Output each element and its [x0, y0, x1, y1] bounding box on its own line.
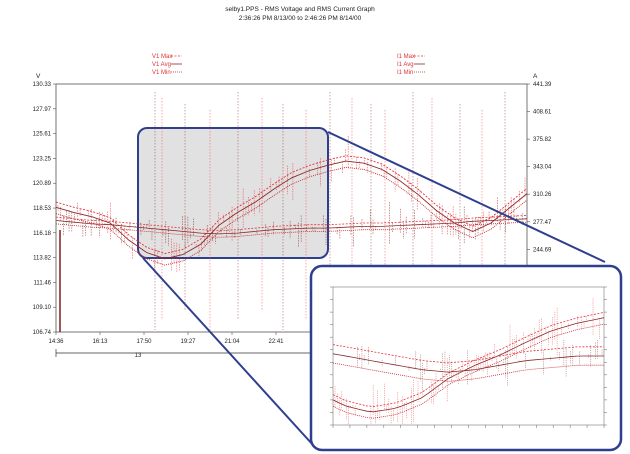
zoom-inset-plot-area [332, 286, 605, 426]
legend-item-v1-min: V1 Min [152, 70, 171, 76]
inset-series-line-i1-min [332, 362, 604, 382]
zoom-inset-series [332, 312, 605, 419]
y-right-tick-labels: 441.39 408.61 375.82 343.04 310.26 277.47 244.… [527, 82, 552, 281]
y-right-tick-label: 408.61 [533, 110, 552, 116]
y-left-tick-label: 127.97 [33, 107, 52, 113]
y-left-tick-label: 125.61 [33, 132, 52, 138]
series-line-v1-avg [55, 160, 528, 260]
chart-subtitle: 2:36:26 PM 8/13/00 to 2:46:26 PM 8/14/00 [239, 15, 362, 22]
zoom-selection-region[interactable] [137, 127, 329, 259]
series-line-i1-max [55, 215, 528, 232]
y-left-tick-label: 113.82 [33, 256, 52, 262]
y-left-tick-labels: 130.33 127.97 125.61 123.25 120.89 118.53 116.… [33, 82, 56, 336]
legend-current: I1 Max I1 Avg I1 Min [397, 54, 425, 76]
y-right-tick-label: 310.26 [533, 192, 552, 198]
x-tick-label: 21:04 [224, 339, 240, 345]
date-marker: 13 [135, 353, 142, 359]
inset-series-line-i1-max [332, 344, 604, 364]
y-right-tick-label: 343.04 [533, 165, 552, 171]
inset-series-line-v1-max [332, 312, 605, 407]
callout-line-top [327, 131, 606, 263]
y-right-tick-label: 375.82 [533, 137, 552, 143]
chart-title: selby1.PPS - RMS Voltage and RMS Current… [225, 6, 375, 13]
inset-series-line-i1-avg [332, 353, 604, 373]
legend-item-v1-max: V1 Max [152, 54, 172, 60]
zoom-inset [309, 264, 623, 452]
x-tick-label: 16:13 [92, 339, 108, 345]
series-lines [55, 155, 528, 266]
y-right-tick-label: 277.47 [533, 220, 552, 226]
zoom-inset-tick-marks [330, 286, 607, 428]
x-tick-label: 22:41 [268, 339, 284, 345]
y-right-tick-label: 441.39 [533, 82, 552, 88]
x-tick-label: 17:50 [136, 339, 152, 345]
series-line-i1-avg [55, 218, 528, 235]
callout-line-bottom [142, 257, 314, 446]
series-line-i1-min [55, 221, 528, 238]
y-left-tick-label: 118.53 [33, 206, 52, 212]
legend-item-i1-max: I1 Max [397, 54, 415, 60]
y-left-tick-label: 123.25 [33, 156, 52, 162]
y-right-tick-label: 244.69 [533, 247, 552, 253]
legend-item-i1-min: I1 Min [397, 70, 413, 76]
y-left-tick-label: 111.46 [34, 280, 52, 286]
inset-series-line-v1-avg [332, 317, 605, 413]
y-left-unit: V [36, 73, 41, 80]
zoom-inset-trace-noise [334, 298, 603, 424]
inset-series-line-v1-min [332, 323, 605, 419]
series-line-v1-min [55, 166, 528, 266]
y-left-tick-label: 109.10 [33, 305, 52, 311]
legend-voltage: V1 Max V1 Avg V1 Min [152, 54, 182, 76]
x-tick-label: 14:36 [48, 339, 64, 345]
y-left-tick-label: 120.89 [33, 181, 52, 187]
series-line-v1-max [55, 155, 528, 255]
x-tick-label: 19:27 [180, 339, 196, 345]
y-left-tick-label: 106.74 [33, 330, 52, 336]
y-left-tick-label: 116.18 [33, 231, 52, 237]
y-left-tick-label: 130.33 [33, 82, 52, 88]
y-right-unit: A [533, 73, 538, 80]
legend-item-v1-avg: V1 Avg [152, 62, 171, 68]
legend-item-i1-avg: I1 Avg [397, 62, 414, 68]
